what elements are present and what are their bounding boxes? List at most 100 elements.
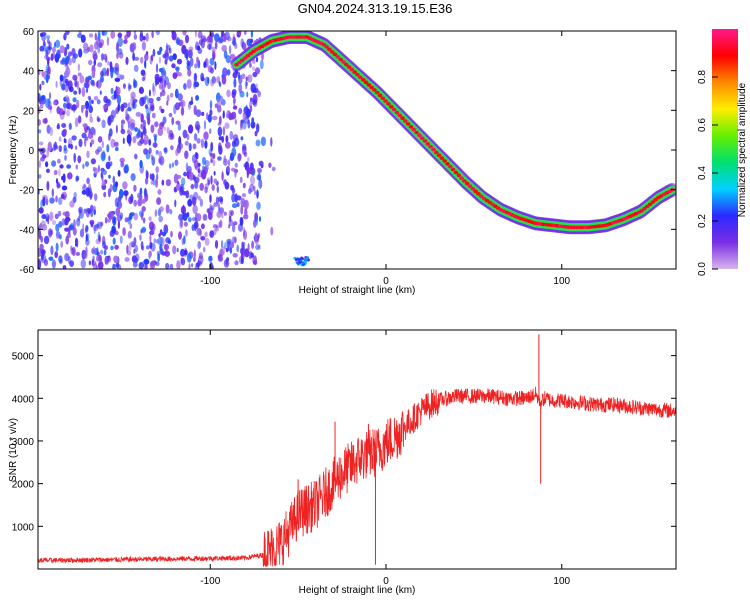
noise-point — [58, 221, 63, 228]
noise-point — [214, 240, 219, 249]
noise-point — [78, 31, 82, 35]
noise-point — [59, 258, 63, 265]
noise-point — [148, 89, 151, 97]
noise-point — [97, 261, 104, 269]
noise-point — [119, 157, 125, 163]
noise-point — [184, 53, 188, 59]
noise-point — [188, 46, 194, 52]
noise-point — [56, 49, 61, 60]
noise-point — [57, 158, 61, 164]
noise-point — [270, 137, 273, 147]
noise-point — [41, 32, 47, 37]
noise-point — [83, 183, 86, 189]
noise-point — [221, 44, 227, 52]
noise-point — [96, 99, 101, 105]
noise-point — [129, 122, 136, 131]
noise-point — [238, 107, 243, 115]
noise-point — [183, 83, 187, 90]
noise-point — [122, 137, 125, 145]
noise-point — [204, 140, 208, 149]
noise-point — [167, 239, 171, 245]
noise-point — [117, 220, 120, 230]
noise-point — [72, 97, 77, 103]
noise-point — [222, 112, 225, 119]
noise-point — [101, 67, 107, 77]
noise-point — [294, 258, 298, 261]
noise-point — [176, 247, 179, 253]
ridge-core — [411, 127, 417, 132]
noise-point — [112, 175, 116, 184]
noise-point — [221, 240, 224, 249]
noise-point — [68, 122, 72, 130]
noise-point — [43, 235, 50, 245]
noise-point — [184, 140, 189, 146]
ridge-core — [242, 56, 248, 60]
noise-point — [133, 184, 137, 192]
noise-point — [201, 111, 205, 116]
noise-point — [242, 182, 246, 189]
noise-point — [239, 176, 243, 183]
noise-point — [221, 214, 224, 219]
noise-point — [158, 122, 164, 130]
colorbar-tick-label: 0.6 — [697, 118, 708, 132]
noise-point — [197, 45, 201, 51]
noise-point — [83, 82, 90, 89]
noise-point — [58, 108, 64, 116]
noise-point — [186, 79, 192, 89]
noise-point — [247, 243, 250, 252]
noise-point — [234, 260, 239, 266]
noise-point — [244, 31, 247, 36]
ridge-core — [473, 189, 478, 194]
noise-point — [252, 98, 258, 108]
noise-point — [80, 259, 87, 269]
noise-point — [57, 183, 62, 188]
noise-point — [152, 179, 156, 186]
noise-point — [268, 162, 272, 168]
noise-point — [64, 227, 70, 232]
noise-point — [250, 175, 255, 185]
noise-point — [232, 33, 235, 42]
noise-point — [81, 189, 87, 195]
noise-point — [250, 252, 254, 258]
noise-point — [80, 34, 86, 43]
noise-point — [47, 141, 52, 152]
noise-point — [120, 128, 126, 135]
noise-point — [166, 94, 170, 102]
noise-point — [223, 179, 227, 186]
noise-point — [103, 191, 107, 198]
noise-point — [203, 120, 207, 130]
noise-point — [50, 245, 54, 256]
noise-point — [65, 235, 69, 245]
noise-point — [200, 39, 205, 49]
noise-point — [188, 168, 192, 178]
noise-point — [159, 229, 163, 236]
noise-point — [240, 136, 244, 141]
noise-point — [207, 76, 210, 84]
noise-point — [100, 171, 103, 179]
noise-point — [92, 255, 95, 262]
noise-point — [221, 171, 224, 181]
noise-point — [117, 48, 123, 55]
noise-point — [93, 59, 97, 66]
noise-point — [117, 170, 121, 177]
noise-point — [117, 37, 124, 47]
ridge-core — [344, 62, 349, 67]
noise-point — [253, 185, 256, 191]
noise-point — [116, 86, 121, 96]
noise-point — [47, 98, 51, 107]
noise-point — [129, 223, 133, 230]
noise-point — [128, 102, 131, 109]
noise-point — [234, 193, 238, 203]
noise-point — [165, 179, 171, 187]
noise-point — [257, 167, 262, 174]
noise-point — [61, 185, 68, 191]
noise-point — [112, 263, 116, 269]
noise-point — [115, 146, 119, 152]
noise-point — [112, 218, 116, 224]
noise-point — [105, 161, 111, 170]
colorbar: 0.0 0.2 0.4 0.6 0.8 Normalized spectral ampl… — [697, 29, 748, 276]
noise-point — [217, 98, 222, 107]
noise-point — [39, 223, 43, 229]
noise-point — [78, 87, 81, 95]
noise-point — [97, 32, 101, 41]
